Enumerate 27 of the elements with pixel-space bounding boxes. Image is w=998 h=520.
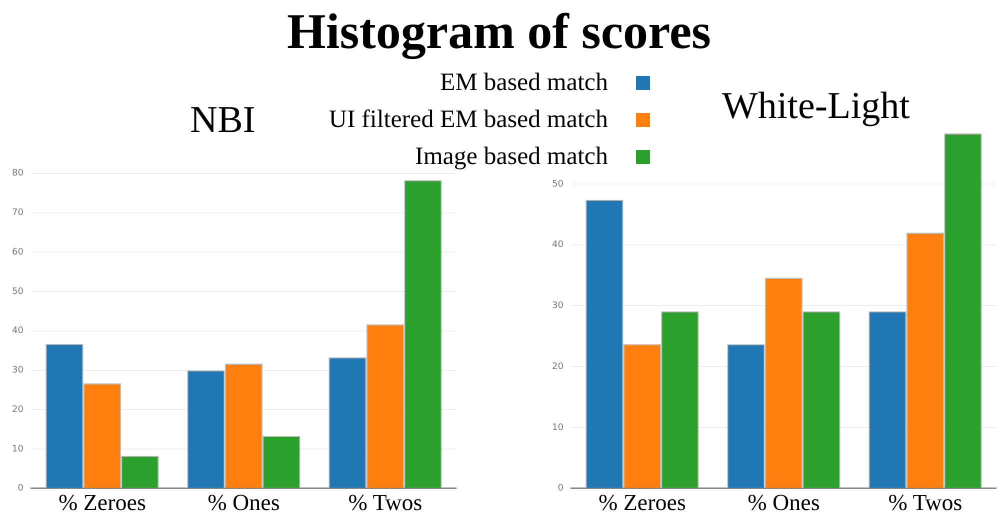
y-tick-label: 60 bbox=[12, 247, 24, 258]
legend-label: UI filtered EM based match bbox=[328, 106, 608, 134]
y-tick-label: 70 bbox=[12, 208, 24, 218]
x-tick-label: % Twos bbox=[348, 490, 422, 516]
x-tick-label: % Zeroes bbox=[58, 490, 146, 516]
x-tick-label: % Twos bbox=[888, 490, 962, 516]
y-tick-label: 10 bbox=[552, 422, 564, 433]
y-tick-label: 20 bbox=[12, 404, 24, 415]
y-tick-label: 30 bbox=[552, 301, 564, 312]
y-tick-label: 0 bbox=[558, 484, 564, 494]
x-tick-label: % Zeroes bbox=[598, 490, 686, 516]
y-tick-label: 10 bbox=[12, 444, 24, 454]
y-tick-label: 0 bbox=[18, 484, 24, 494]
y-tick-label: 40 bbox=[552, 240, 564, 250]
chart-title: Histogram of scores bbox=[286, 2, 712, 60]
y-tick-label: 50 bbox=[12, 286, 24, 297]
y-tick-label: 30 bbox=[12, 366, 24, 376]
y-tick-label: 50 bbox=[552, 179, 564, 190]
y-tick-label: 80 bbox=[12, 168, 24, 179]
x-tick-label: % Ones bbox=[748, 490, 820, 516]
y-tick-label: 20 bbox=[552, 362, 564, 372]
y-tick-label: 40 bbox=[12, 326, 24, 336]
chart-title: White-Light bbox=[722, 84, 910, 128]
chart-subtitle: NBI bbox=[190, 98, 256, 142]
legend-label: EM based match bbox=[440, 68, 608, 96]
legend-label: Image based match bbox=[415, 142, 608, 170]
x-tick-label: % Ones bbox=[208, 490, 280, 516]
